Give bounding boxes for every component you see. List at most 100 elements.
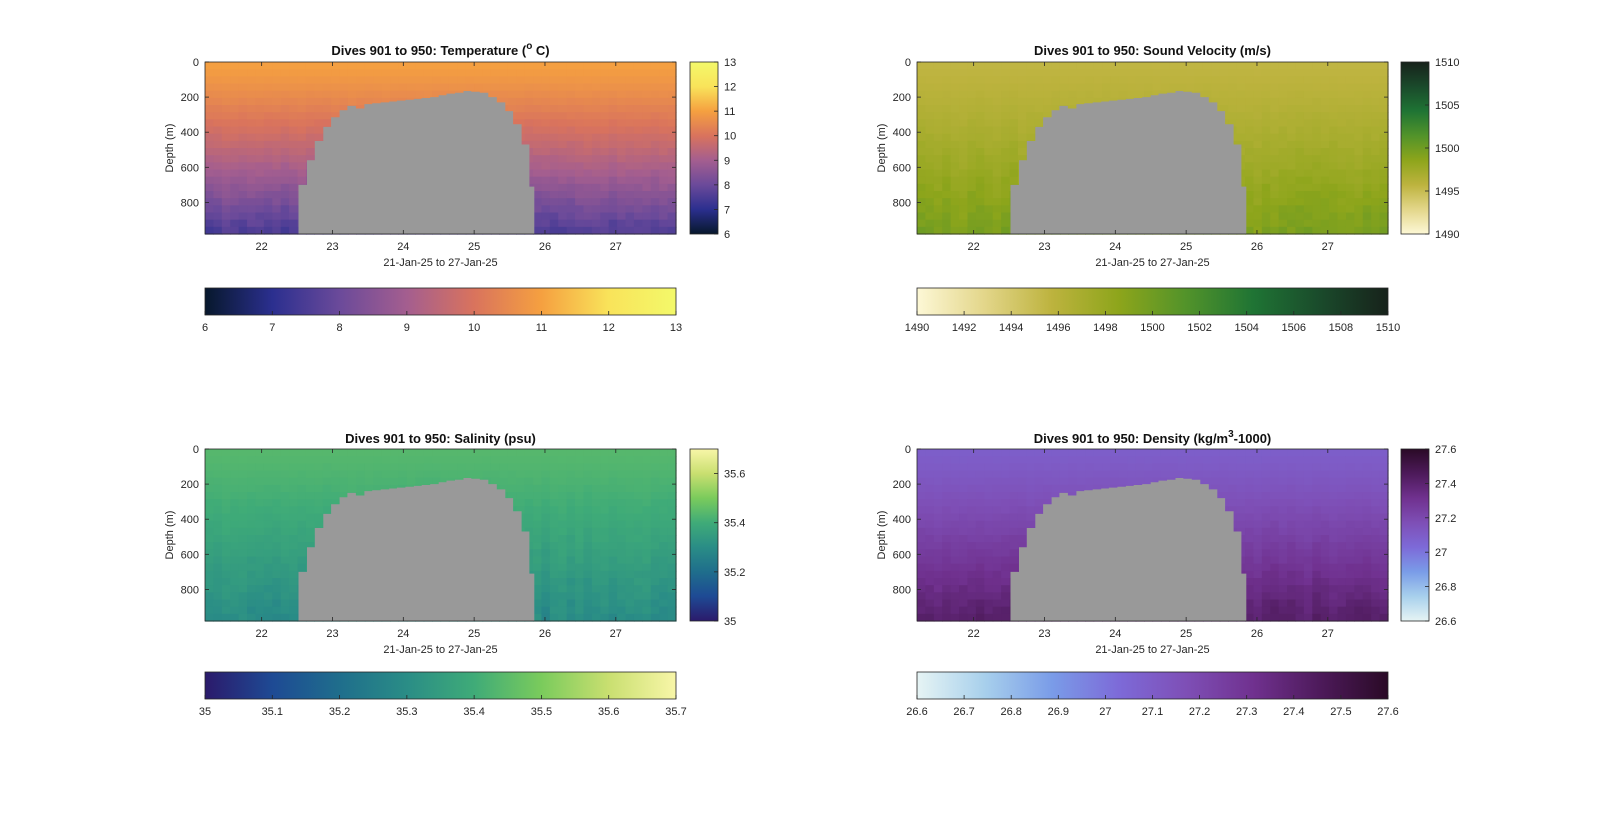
- heatmap-cell: [1303, 155, 1313, 163]
- heatmap-cell: [549, 563, 559, 572]
- heatmap-cell: [314, 97, 324, 106]
- heatmap-cell: [1253, 169, 1263, 178]
- heatmap-cell: [1026, 449, 1036, 457]
- heatmap-cell: [933, 83, 943, 92]
- heatmap-cell: [272, 140, 282, 149]
- heatmap-cell: [381, 69, 391, 77]
- heatmap-cell: [942, 119, 952, 128]
- heatmap-cell: [633, 133, 643, 142]
- heatmap-cell: [238, 492, 248, 500]
- heatmap-cell: [297, 169, 307, 178]
- heatmap-cell: [213, 126, 223, 135]
- heatmap-cell: [1379, 119, 1389, 128]
- heatmap-cell: [633, 76, 643, 85]
- heatmap-cell: [959, 90, 969, 99]
- heatmap-cell: [659, 155, 669, 163]
- heatmap-cell: [280, 162, 290, 171]
- heatmap-cell: [591, 126, 601, 135]
- heatmap-cell: [925, 126, 935, 135]
- heatmap-cell: [533, 613, 543, 622]
- heatmap-cell: [432, 463, 442, 472]
- heatmap-cell: [642, 226, 652, 235]
- heatmap-cell: [213, 527, 223, 536]
- heatmap-cell: [933, 520, 943, 529]
- heatmap-cell: [398, 83, 408, 92]
- heatmap-cell: [1261, 76, 1271, 85]
- heatmap-cell: [1329, 205, 1339, 214]
- heatmap-cell: [575, 499, 585, 507]
- heatmap-cell: [297, 520, 307, 529]
- heatmap-cell: [558, 499, 568, 507]
- heatmap-cell: [205, 162, 215, 171]
- heatmap-cell: [1152, 83, 1162, 92]
- heatmap-cell: [1009, 542, 1019, 550]
- heatmap-cell: [289, 484, 299, 493]
- heatmap-cell: [1312, 69, 1322, 77]
- y-tick-label: 600: [181, 549, 199, 561]
- heatmap-cell: [650, 162, 660, 171]
- heatmap-cell: [415, 449, 425, 457]
- heatmap-cell: [1379, 69, 1389, 77]
- heatmap-cell: [650, 570, 660, 579]
- heatmap-cell: [490, 76, 500, 85]
- heatmap-cell: [524, 90, 534, 99]
- heatmap-cell: [659, 90, 669, 99]
- heatmap-cell: [650, 97, 660, 106]
- heatmap-cell: [650, 83, 660, 92]
- heatmap-cell: [558, 592, 568, 601]
- heatmap-cell: [524, 112, 534, 120]
- heatmap-cell: [917, 542, 927, 550]
- heatmap-cell: [1379, 148, 1389, 156]
- heatmap-cell: [238, 169, 248, 178]
- heatmap-cell: [558, 578, 568, 586]
- heatmap-cell: [575, 176, 585, 185]
- heatmap-cell: [642, 112, 652, 120]
- heatmap-cell: [263, 69, 273, 77]
- heatmap-cell: [925, 212, 935, 221]
- heatmap-cell: [255, 563, 265, 572]
- heatmap-cell: [221, 506, 231, 515]
- heatmap-cell: [263, 90, 273, 99]
- heatmap-cell: [297, 133, 307, 142]
- heatmap-cell: [566, 140, 576, 149]
- heatmap-cell: [1177, 62, 1187, 70]
- heatmap-cell: [1017, 119, 1027, 128]
- heatmap-cell: [289, 578, 299, 586]
- heatmap-cell: [967, 563, 977, 572]
- heatmap-cell: [1245, 62, 1255, 70]
- heatmap-cell: [213, 133, 223, 142]
- heatmap-cell: [917, 549, 927, 558]
- heatmap-cell: [950, 226, 960, 235]
- heatmap-cell: [633, 69, 643, 77]
- heatmap-cell: [917, 191, 927, 199]
- heatmap-cell: [667, 599, 677, 608]
- heatmap-cell: [667, 176, 677, 185]
- chart-title: Dives 901 to 950: Sound Velocity (m/s): [1034, 43, 1271, 58]
- heatmap-cell: [213, 556, 223, 565]
- heatmap-cell: [1345, 176, 1355, 185]
- heatmap-cell: [1110, 470, 1120, 479]
- heatmap-cell: [1345, 105, 1355, 113]
- heatmap-cell: [280, 449, 290, 457]
- heatmap-cell: [591, 520, 601, 529]
- heatmap-cell: [925, 606, 935, 615]
- heatmap-cell: [272, 606, 282, 615]
- heatmap-cell: [499, 62, 509, 70]
- heatmap-cell: [390, 463, 400, 472]
- heatmap-cell: [633, 226, 643, 235]
- heatmap-cell: [1303, 133, 1313, 142]
- heatmap-cell: [280, 97, 290, 106]
- heatmap-cell: [575, 563, 585, 572]
- heatmap-cell: [549, 62, 559, 70]
- heatmap-cell: [625, 484, 635, 493]
- heatmap-cell: [297, 535, 307, 543]
- heatmap-cell: [566, 599, 576, 608]
- heatmap-cell: [1329, 198, 1339, 206]
- heatmap-cell: [650, 463, 660, 472]
- heatmap-cell: [959, 527, 969, 536]
- heatmap-cell: [1270, 97, 1280, 106]
- heatmap-cell: [1261, 97, 1271, 106]
- heatmap-cell: [575, 133, 585, 142]
- heatmap-cell: [490, 449, 500, 457]
- heatmap-cell: [617, 527, 627, 536]
